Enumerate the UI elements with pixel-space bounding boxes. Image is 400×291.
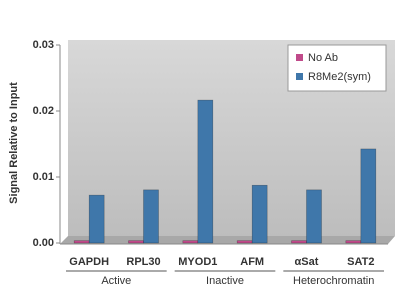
bar: [345, 240, 362, 244]
bar: [360, 148, 377, 244]
x-tick-label: SAT2: [347, 256, 374, 268]
y-tick-label: 0.03: [33, 39, 54, 51]
floor: [60, 236, 395, 244]
legend-swatch: [296, 73, 303, 80]
bar: [306, 189, 322, 244]
bar: [73, 240, 90, 244]
group-label: Inactive: [206, 275, 244, 287]
y-axis-title: Signal Relative to Input: [8, 82, 20, 204]
bar: [143, 189, 159, 244]
legend-swatch: [296, 54, 303, 61]
x-tick-label: MYOD1: [178, 256, 217, 268]
y-tick-label: 0.01: [33, 171, 54, 183]
group-label: Active: [101, 275, 131, 287]
bar: [251, 184, 268, 244]
x-tick-label: AFM: [240, 256, 264, 268]
legend-label: No Ab: [308, 52, 338, 64]
bar: [197, 99, 214, 244]
x-tick-label: RPL30: [126, 256, 160, 268]
x-tick-label: GAPDH: [69, 256, 109, 268]
y-tick-label: 0.02: [33, 105, 54, 117]
y-tick-label: 0.00: [33, 237, 54, 249]
legend: [287, 44, 387, 92]
bar: [182, 240, 199, 244]
bar: [88, 194, 105, 244]
bar: [128, 240, 144, 244]
legend-label: R8Me2(sym): [308, 71, 371, 83]
bar: [236, 240, 253, 244]
x-tick-label: αSat: [295, 256, 319, 268]
bar: [291, 240, 307, 244]
group-label: Heterochromatin: [293, 275, 374, 287]
